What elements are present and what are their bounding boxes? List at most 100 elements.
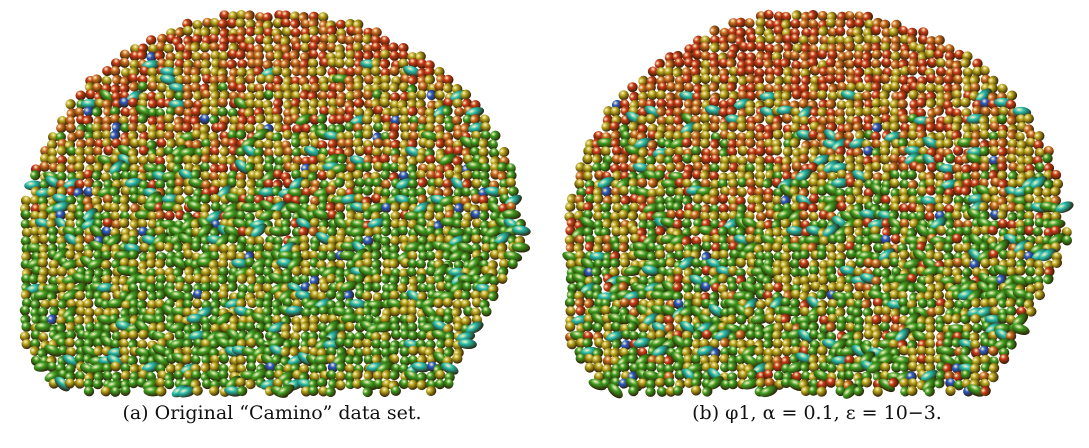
- tensor-glyph: [487, 202, 504, 217]
- tensor-glyph: [182, 283, 193, 294]
- tensor-glyph: [675, 209, 686, 220]
- tensor-glyph: [166, 138, 177, 149]
- tensor-glyph: [272, 132, 283, 143]
- tensor-glyph: [181, 122, 193, 133]
- tensor-glyph: [46, 147, 58, 158]
- tensor-glyph: [701, 329, 713, 340]
- tensor-glyph: [335, 380, 346, 391]
- tensor-glyph: [781, 346, 792, 357]
- tensor-glyph: [171, 144, 188, 159]
- tensor-glyph: [907, 385, 918, 397]
- tensor-glyph: [682, 153, 693, 164]
- tensor-glyph: [268, 272, 287, 286]
- tensor-glyph: [878, 378, 895, 393]
- tensor-glyph: [899, 361, 910, 372]
- tensor-glyph: [325, 319, 341, 335]
- tensor-glyph: [310, 196, 321, 207]
- tensor-glyph: [737, 156, 748, 167]
- tensor-glyph: [262, 35, 274, 46]
- tensor-glyph: [831, 338, 849, 352]
- tensor-glyph: [74, 129, 85, 140]
- tensor-glyph: [786, 226, 805, 237]
- tensor-glyph: [862, 42, 873, 53]
- tensor-glyph: [411, 362, 431, 373]
- tensor-glyph: [380, 313, 391, 325]
- tensor-glyph: [354, 50, 365, 61]
- tensor-glyph: [890, 51, 901, 62]
- tensor-glyph: [834, 59, 846, 70]
- tensor-glyph: [654, 58, 665, 69]
- tensor-glyph: [763, 83, 774, 94]
- tensor-glyph: [920, 196, 940, 207]
- tensor-glyph: [379, 82, 391, 93]
- tensor-glyph: [980, 225, 991, 236]
- tensor-glyph: [263, 43, 274, 54]
- tensor-glyph: [709, 354, 720, 365]
- tensor-glyph: [111, 121, 122, 133]
- tensor-glyph: [371, 354, 383, 365]
- tensor-glyph: [127, 97, 139, 108]
- tensor-glyph: [310, 305, 321, 316]
- tensor-glyph: [619, 362, 630, 373]
- tensor-glyph: [835, 42, 846, 53]
- tensor-glyph: [344, 121, 355, 132]
- tensor-glyph: [925, 203, 936, 214]
- tensor-glyph: [808, 34, 819, 46]
- tensor-glyph: [255, 275, 267, 286]
- tensor-glyph: [399, 74, 410, 85]
- tensor-glyph: [681, 218, 692, 229]
- tensor-glyph: [1005, 298, 1016, 309]
- tensor-glyph: [853, 316, 865, 327]
- tensor-glyph: [452, 129, 464, 140]
- tensor-glyph: [879, 322, 890, 333]
- tensor-glyph: [155, 274, 167, 285]
- tensor-glyph: [349, 299, 368, 310]
- tensor-glyph: [165, 89, 176, 100]
- tensor-glyph: [137, 290, 148, 301]
- tensor-glyph: [298, 364, 310, 375]
- tensor-glyph: [155, 313, 166, 324]
- tensor-glyph: [866, 361, 885, 374]
- tensor-glyph: [46, 218, 57, 229]
- tensor-glyph: [853, 290, 864, 302]
- tensor-glyph: [512, 225, 531, 236]
- tensor-glyph: [647, 188, 658, 199]
- tensor-glyph: [406, 267, 417, 278]
- tensor-glyph: [408, 275, 420, 286]
- tensor-glyph: [953, 243, 964, 254]
- tensor-glyph: [291, 147, 303, 158]
- tensor-glyph: [718, 234, 730, 245]
- tensor-glyph: [897, 137, 909, 148]
- tensor-glyph: [799, 249, 810, 260]
- tensor-glyph: [871, 98, 882, 109]
- tensor-glyph: [263, 178, 274, 190]
- tensor-glyph: [817, 345, 828, 356]
- tensor-glyph: [915, 162, 927, 174]
- tensor-glyph: [407, 98, 418, 109]
- tensor-glyph: [801, 283, 812, 294]
- tensor-glyph: [272, 354, 283, 365]
- tensor-glyph: [236, 26, 247, 37]
- tensor-glyph: [281, 27, 292, 38]
- tensor-glyph: [734, 304, 750, 320]
- tensor-glyph: [471, 218, 483, 229]
- tensor-glyph: [505, 163, 516, 174]
- tensor-glyph: [627, 210, 639, 221]
- tensor-glyph: [773, 322, 784, 333]
- tensor-glyph: [780, 297, 791, 308]
- tensor-glyph: [727, 346, 738, 357]
- tensor-glyph: [657, 82, 668, 93]
- tensor-glyph: [147, 115, 159, 127]
- tensor-glyph: [764, 155, 775, 166]
- tensor-glyph: [908, 89, 919, 101]
- tensor-glyph: [854, 82, 866, 93]
- tensor-glyph: [262, 12, 273, 23]
- tensor-glyph: [389, 162, 400, 173]
- tensor-glyph: [962, 299, 973, 310]
- tensor-glyph: [147, 44, 159, 55]
- tensor-glyph: [471, 178, 482, 189]
- tensor-glyph: [719, 211, 730, 222]
- tensor-glyph: [672, 361, 684, 372]
- tensor-glyph: [871, 42, 882, 53]
- tensor-glyph: [254, 90, 266, 101]
